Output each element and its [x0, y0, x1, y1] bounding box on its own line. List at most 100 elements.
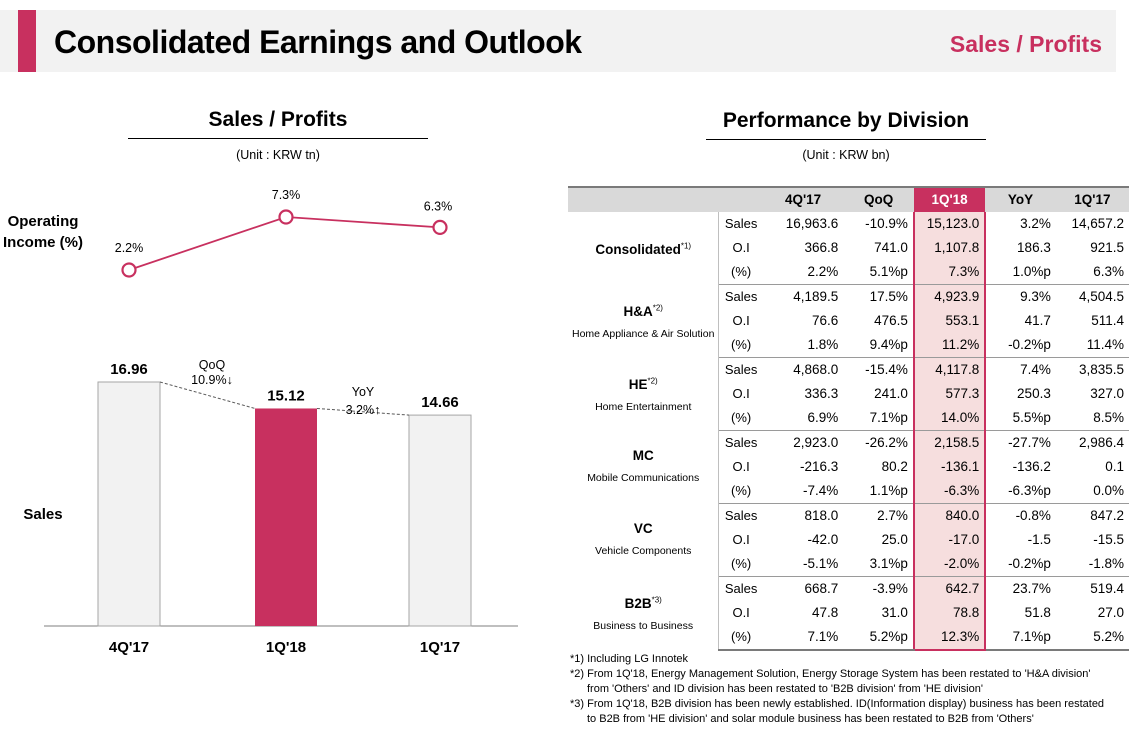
table-cell: 9.3% [1020, 289, 1051, 304]
division-name: Vehicle Components [595, 545, 692, 557]
table-cell: -1.5 [1027, 532, 1051, 547]
table-cell: 9.4%p [843, 333, 914, 358]
table-cell: 7.1%p [985, 625, 1056, 651]
table-row: O.I -216.3 80.2 -136.1 -136.2 0.1 [568, 455, 1129, 479]
table-cell: -17.0 [912, 528, 987, 552]
table-cell: 4,189.5 [793, 289, 839, 304]
table-cell: -1.8% [1055, 552, 1129, 577]
division-code-text: VC [633, 521, 653, 536]
table-cell: 5.5%p [985, 406, 1056, 431]
division-code-text: H&A [623, 303, 653, 319]
change-annotation-value: 3.2%↑ [346, 403, 381, 417]
category-label: 1Q'18 [266, 639, 306, 656]
table-cell: 23.7% [1012, 581, 1051, 596]
performance-table: 4Q'17 QoQ 1Q'18 YoY 1Q'17 Consolidated*1) Sal… [568, 186, 1129, 651]
table-cell: -42.0 [807, 532, 839, 547]
division-code: Consolidated*1) [595, 242, 691, 257]
column-header: QoQ [843, 186, 914, 212]
table-body: Consolidated*1) Sales 16,963.6 -10.9% 15,123… [568, 212, 1129, 651]
division-cell: VC Vehicle Components [568, 503, 720, 577]
row-label: Sales [724, 289, 758, 304]
table-cell: 476.5 [874, 313, 908, 328]
table-cell: -10.9% [865, 216, 908, 231]
table-cell: 1.8% [762, 333, 844, 358]
table-cell: 3,835.5 [1078, 362, 1124, 377]
table-cell: 11.4% [1055, 333, 1129, 358]
table-cell: 14.0% [912, 406, 987, 431]
table-cell: 76.6 [812, 313, 839, 328]
table-cell: 5.2%p [843, 625, 914, 651]
table-row: VC Vehicle Components Sales 818.0 2.7% 840.0-… [568, 503, 1129, 577]
division-footnote-ref: *3) [651, 595, 662, 605]
operating-income-label: 2.2% [115, 241, 144, 255]
table-cell: 27.0 [1097, 605, 1124, 620]
division-code: B2B*3) [625, 596, 662, 611]
table-row: (%) -5.1% 3.1%p -2.0% -0.2%p -1.8% [568, 552, 1129, 577]
table-cell: 16,963.6 [785, 216, 839, 231]
table-cell: -0.2%p [985, 552, 1056, 577]
table-cell: 519.4 [1090, 581, 1124, 596]
table-cell: 642.7 [912, 576, 987, 601]
table-header-row: 4Q'17 QoQ 1Q'18 YoY 1Q'17 [568, 186, 1129, 212]
row-label: Sales [724, 581, 758, 596]
row-label: (%) [718, 552, 763, 577]
table-cell: 7.4% [1020, 362, 1051, 377]
row-label: (%) [718, 260, 763, 285]
change-connector [316, 407, 410, 416]
table-row: O.I 47.8 31.0 78.8 51.8 27.0 [568, 601, 1129, 625]
sales-value-label: 15.12 [267, 387, 305, 404]
table-cell: 241.0 [874, 386, 908, 401]
division-code-text: B2B [624, 596, 652, 611]
row-label: (%) [718, 479, 763, 504]
division-code: VC [634, 521, 653, 536]
table-row: B2B*3) Business to Business Sales 668.7 -3.9… [568, 576, 1129, 650]
footnote-line: from 'Others' and ID division has been r… [587, 683, 983, 695]
table-cell: -27.7% [1008, 435, 1051, 450]
right-section-rule [706, 139, 986, 140]
table-cell: 4,504.5 [1078, 289, 1124, 304]
left-section-unit: (Unit : KRW tn) [236, 148, 320, 162]
table-row: O.I -42.0 25.0 -17.0 -1.5 -15.5 [568, 528, 1129, 552]
footnote-line: *3) From 1Q'18, B2B division has been ne… [570, 698, 1105, 710]
division-footnote-ref: *1) [680, 241, 692, 251]
table-cell: 2,986.4 [1078, 435, 1124, 450]
table-cell: -0.2%p [985, 333, 1056, 358]
table-cell: 818.0 [804, 508, 839, 523]
header-accent-bar [18, 10, 36, 72]
operating-income-label: Operating Income (%) [2, 213, 83, 251]
table-cell: 12.3% [912, 625, 987, 651]
division-name: Mobile Communications [587, 472, 700, 484]
row-label: (%) [718, 406, 763, 431]
operating-income-label: 6.3% [424, 199, 453, 213]
row-label: O.I [732, 532, 750, 547]
table-cell: 741.0 [874, 240, 908, 255]
division-name: Business to Business [593, 620, 694, 632]
table-cell: 7.1% [762, 625, 844, 651]
table-cell: 840.0 [912, 503, 987, 528]
table-cell: 47.8 [812, 605, 839, 620]
column-header: 1Q'17 [1055, 186, 1129, 212]
sales-bar [97, 381, 161, 627]
table-cell: 41.7 [1024, 313, 1051, 328]
sales-bar [408, 414, 472, 627]
division-cell: B2B*3) Business to Business [568, 576, 720, 650]
division-code-text: MC [632, 448, 654, 463]
division-name: Home Appliance & Air Solution [572, 327, 715, 340]
right-section-unit: (Unit : KRW bn) [802, 148, 890, 162]
table-row: O.I 336.3 241.0 577.3 250.3 327.0 [568, 382, 1129, 406]
operating-income-label: 7.3% [272, 188, 301, 202]
table-cell: -136.1 [912, 455, 987, 479]
header-corner [568, 186, 763, 212]
table-cell: 668.7 [804, 581, 839, 596]
table-cell: 336.3 [804, 386, 839, 401]
division-cell: Consolidated*1) [568, 212, 720, 285]
table-cell: 4,868.0 [793, 362, 839, 377]
table-cell: 0.0% [1055, 479, 1129, 504]
division-cell: HE*2) Home Entertainment [568, 357, 720, 431]
table-cell: 7.3% [912, 260, 987, 285]
row-label: O.I [732, 313, 750, 328]
table-cell: 186.3 [1017, 240, 1051, 255]
operating-income-line [128, 216, 441, 271]
change-annotation-label: QoQ [199, 358, 226, 372]
